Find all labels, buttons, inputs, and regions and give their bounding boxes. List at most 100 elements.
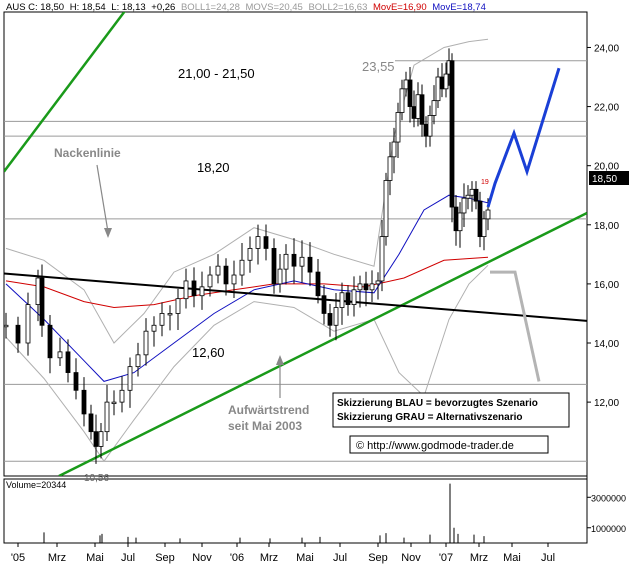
x-tick-label: Mrz [260, 552, 278, 564]
price-candle [345, 292, 351, 305]
copyright-box [349, 435, 549, 454]
y-tick-label: 12,00 [594, 398, 619, 409]
price-candle [419, 94, 425, 125]
trend-arrowhead [276, 355, 284, 365]
svg-text:AUS C: 18,50 H: 18,54: AUS C: 18,50 H: 18,54 L: 18,13 +0,26 BOL… [6, 2, 486, 13]
price-candle [167, 313, 173, 316]
x-tick-label: Sep [368, 552, 388, 564]
change-label: +0,26 [151, 2, 175, 13]
price-candle [3, 324, 9, 328]
price-candle [277, 268, 283, 285]
price-candle [485, 209, 491, 220]
price-candle [427, 115, 433, 137]
price-candle [423, 123, 429, 137]
y-tick-label: 20,00 [594, 162, 619, 173]
price-candle [391, 141, 397, 158]
price-candle [439, 76, 445, 90]
neckline-arrow [96, 164, 109, 233]
x-tick-label: Nov [401, 552, 421, 564]
trend-lines [4, 12, 587, 476]
neckline-label: Nackenlinie [54, 146, 121, 160]
legend-gray-text: Skizzierung GRAU = Alternativszenario [337, 412, 523, 423]
price-candle [199, 286, 205, 297]
bollinger-upper-line [5, 38, 489, 344]
price-candle [387, 156, 393, 181]
price-candle [255, 236, 261, 249]
price-candle [383, 180, 389, 238]
legend-box [332, 392, 570, 428]
volume-panel-frame [3, 478, 588, 544]
price-candle [93, 431, 99, 447]
price-candle [159, 313, 165, 326]
price-candle [104, 401, 110, 433]
price-candle [315, 271, 321, 297]
price-candle [399, 88, 405, 113]
price-candle [375, 280, 381, 285]
price-bars [3, 48, 491, 464]
ema-red-label: MovE=16,90 [373, 2, 427, 13]
high-label: H: 18,54 [70, 2, 106, 13]
price-candle [357, 283, 363, 291]
x-tick-label: Mrz [470, 552, 488, 564]
price-candle [283, 253, 289, 270]
scenario-blue-path [486, 67, 561, 208]
neckline-arrowhead [104, 228, 112, 238]
price-candle [119, 389, 125, 403]
volume-bars: 3000000 1000000 [43, 483, 626, 543]
x-tick-label: Mrz [48, 552, 66, 564]
small-price-mark: 19 [481, 179, 489, 186]
level-label-1056: 10,56 [84, 473, 109, 484]
price-candle [271, 248, 277, 285]
level-label-1260: 12,60 [192, 345, 225, 360]
trend-line-lower-trend [58, 211, 587, 476]
price-candle [73, 372, 79, 391]
price-candle [351, 289, 357, 305]
price-candle [25, 304, 31, 344]
price-candle [143, 330, 149, 356]
price-candle [39, 277, 45, 326]
price-candle [223, 265, 229, 285]
price-candle [321, 295, 327, 314]
price-candle [127, 366, 133, 391]
price-candle [47, 324, 53, 359]
ticker-label: AUS C: 18,50 [6, 2, 64, 13]
level-label-1820: 18,20 [197, 160, 230, 175]
boll2-label: BOLL2=16,63 [308, 2, 367, 13]
trend-label-2: seit Mai 2003 [228, 419, 302, 433]
price-candle [379, 236, 385, 282]
price-candle [111, 401, 117, 405]
trend-line-upper-channel [4, 12, 126, 173]
price-candle [231, 274, 237, 285]
volume-tick-label: 3000000 [591, 493, 626, 503]
x-tick-label: Jul [541, 552, 555, 564]
x-tick-label: '06 [230, 552, 244, 564]
price-candle [339, 292, 345, 308]
price-candle [453, 206, 459, 232]
price-candle [431, 100, 437, 116]
axes: 24,00 22,00 20,00 18,00 16,00 14,00 12,00 '05 Mr… [11, 43, 620, 564]
price-candle [263, 236, 269, 249]
price-candle [191, 280, 197, 297]
copyright-text: © http://www.godmode-trader.de [356, 440, 514, 452]
x-tick-label: '07 [439, 552, 453, 564]
price-candle [403, 79, 409, 90]
price-candle [98, 431, 104, 447]
price-candle [333, 307, 339, 326]
boll1-label: BOLL1=24,28 [181, 2, 240, 13]
price-candle [461, 197, 467, 214]
price-candle [477, 200, 483, 238]
price-candle [465, 194, 471, 199]
volume-tick-label: 1000000 [591, 524, 626, 534]
x-tick-label: '05 [11, 552, 25, 564]
price-candle [363, 283, 369, 291]
x-tick-label: Nov [192, 552, 212, 564]
price-candle [183, 280, 189, 300]
price-candle [65, 351, 71, 373]
y-tick-label: 16,00 [594, 280, 619, 291]
price-candle [215, 265, 221, 276]
x-tick-label: Jul [333, 552, 347, 564]
ema-blue-label: MovE=18,74 [432, 2, 486, 13]
last-price-text: 18,50 [592, 174, 617, 185]
